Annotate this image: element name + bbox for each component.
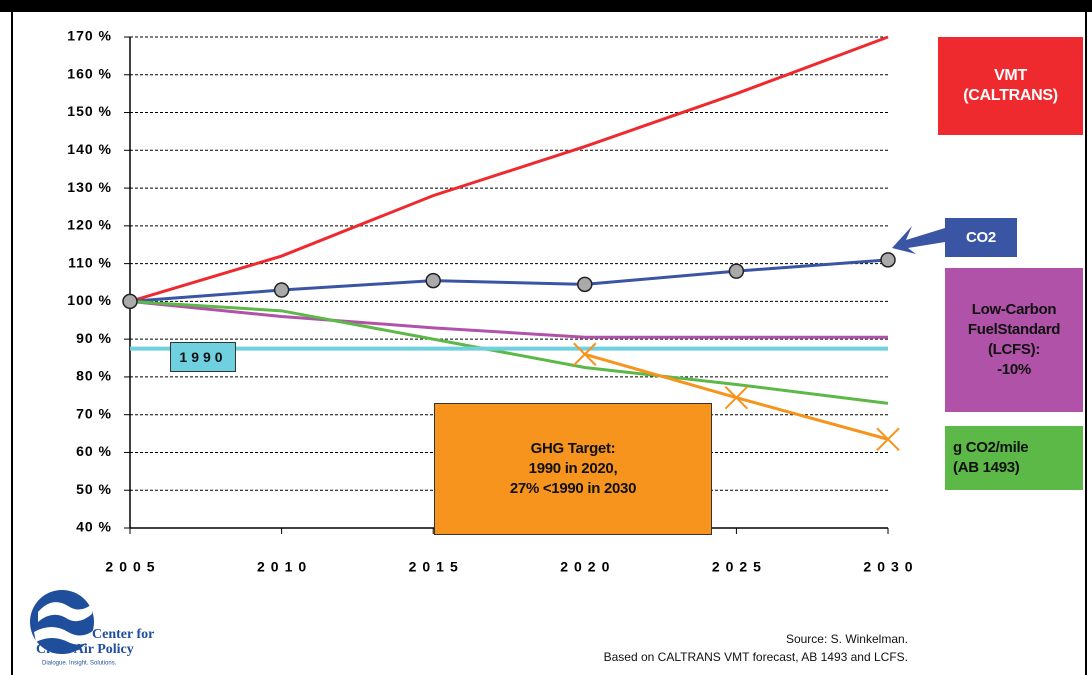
- y-tick-label: 90 %: [76, 330, 112, 346]
- co2-arrow: [892, 226, 945, 254]
- series-line: [129, 258, 889, 303]
- x-tick-label: 2005: [105, 559, 160, 575]
- legend-box: 1990: [170, 342, 236, 372]
- legend-box: VMT (CALTRANS): [938, 37, 1083, 135]
- series-line: [129, 35, 889, 303]
- logo-text: Center for: [92, 627, 154, 642]
- point-marker: [573, 342, 597, 366]
- logo-swirl: [34, 627, 94, 645]
- series-line: [129, 299, 888, 339]
- y-tick-label: 160 %: [67, 65, 112, 81]
- logo-text: Clean Air Policy: [36, 642, 134, 657]
- y-tick-label: 100 %: [67, 292, 112, 308]
- y-tick-label: 50 %: [76, 481, 112, 497]
- x-tick-label: 2030: [863, 559, 918, 575]
- legend-box: Low-Carbon FuelStandard (LCFS): -10%: [945, 268, 1083, 412]
- point-marker: [728, 263, 745, 279]
- x-tick-label: 2025: [712, 559, 767, 575]
- right-border: [1085, 12, 1087, 675]
- y-tick-label: 60 %: [76, 443, 112, 459]
- point-marker: [577, 276, 593, 293]
- top-bar: [0, 0, 1092, 12]
- x-tick-label: 2015: [409, 559, 464, 575]
- y-tick-label: 40 %: [76, 519, 112, 535]
- legend-box: GHG Target: 1990 in 2020, 27% <1990 in 2…: [434, 403, 712, 535]
- point-marker: [724, 385, 749, 410]
- point-marker: [425, 272, 441, 289]
- y-tick-label: 80 %: [76, 368, 112, 384]
- y-tick-label: 170 %: [67, 28, 112, 44]
- logo-tagline: Dialogue. Insight. Solutions.: [42, 661, 117, 667]
- y-tick-label: 140 %: [67, 141, 112, 157]
- x-tick-label: 2010: [257, 559, 312, 575]
- logo: Center for Clean Air Policy Dialogue. In…: [30, 590, 154, 667]
- y-tick-label: 120 %: [67, 217, 112, 233]
- point-marker: [880, 252, 896, 268]
- y-tick-label: 70 %: [76, 405, 112, 421]
- logo-swirl: [38, 602, 92, 622]
- series-line: [129, 299, 889, 405]
- point-marker: [273, 282, 290, 298]
- point-marker: [876, 427, 900, 451]
- point-marker: [122, 293, 138, 310]
- legend-box: CO2: [945, 218, 1017, 257]
- y-tick-label: 150 %: [67, 103, 112, 119]
- legend-box: g CO2/mile (AB 1493): [945, 426, 1083, 490]
- x-tick-label: 2020: [560, 559, 615, 575]
- y-tick-label: 110 %: [68, 254, 112, 270]
- source-note: Source: S. Winkelman.: [785, 632, 908, 646]
- left-border: [11, 12, 13, 675]
- y-tick-label: 130 %: [67, 179, 112, 195]
- source-note: Based on CALTRANS VMT forecast, AB 1493 …: [603, 650, 908, 664]
